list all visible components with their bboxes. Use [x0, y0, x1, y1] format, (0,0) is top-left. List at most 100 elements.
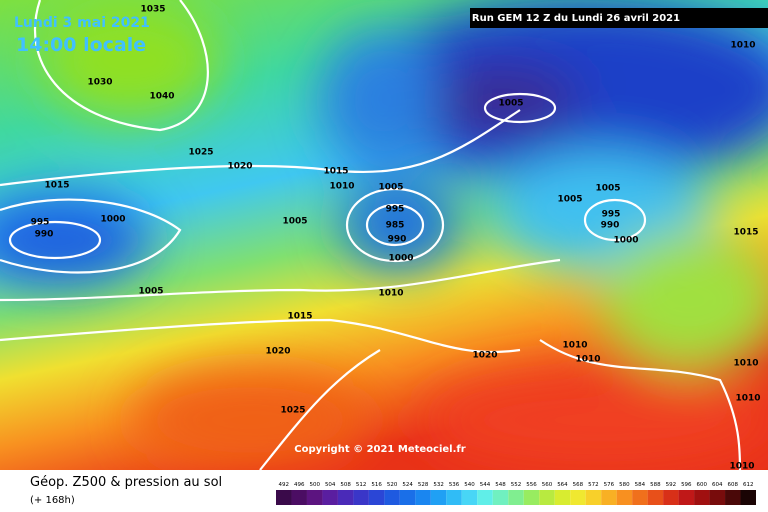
isobar-label: 1010: [729, 462, 754, 472]
colorbar-label: 492: [278, 482, 289, 488]
isobar-label: 1000: [100, 215, 125, 225]
footer-title: Géop. Z500 & pression au sol: [30, 475, 222, 490]
colorbar-swatch: [492, 490, 509, 505]
colorbar-swatch: [477, 490, 493, 505]
colorbar-label: 508: [340, 482, 351, 488]
colorbar-label: 556: [526, 482, 537, 488]
colorbar-swatch: [585, 490, 602, 505]
colorbar-label: 580: [619, 482, 630, 488]
time: 14:00 locale: [16, 34, 146, 56]
colorbar-label: 516: [371, 482, 382, 488]
isobar-label: 1025: [280, 406, 305, 416]
isobar-label: 1010: [730, 41, 755, 51]
colorbar-swatch: [399, 490, 416, 505]
colorbar-label: 584: [635, 482, 646, 488]
colorbar-label: 560: [542, 482, 553, 488]
isobar-label: 1010: [378, 289, 403, 299]
isobar-label: 995: [386, 205, 405, 215]
colorbar-swatch: [616, 490, 633, 505]
isobar-label: 990: [35, 230, 54, 240]
colorbar-swatch: [291, 490, 307, 505]
isobar-label: 1040: [149, 92, 174, 102]
colorbar-swatch: [461, 490, 478, 505]
colorbar-swatch: [430, 490, 447, 505]
colorbar-swatch: [353, 490, 369, 505]
isobar-label: 1035: [140, 5, 165, 15]
footer-lead: (+ 168h): [30, 495, 75, 506]
colorbar-label: 552: [511, 482, 522, 488]
colorbar-swatch: [322, 490, 338, 505]
colorbar-swatch: [523, 490, 540, 505]
isobar-label: 1015: [44, 181, 69, 191]
isobar-label: 1015: [287, 312, 312, 322]
colorbar-label: 592: [666, 482, 677, 488]
isobar-label: 1000: [613, 236, 638, 246]
colorbar-label: 540: [464, 482, 475, 488]
colorbar: 492 496 500 504 508 512 516 520 524 528 532 536 540 5…: [276, 482, 756, 505]
isobar-label: 1010: [329, 182, 354, 192]
colorbar-swatch: [554, 490, 571, 505]
copyright: Copyright © 2021 Meteociel.fr: [294, 444, 465, 455]
isobar-label: 1015: [733, 228, 758, 238]
colorbar-swatch: [647, 490, 664, 505]
colorbar-label: 548: [495, 482, 506, 488]
isobar-label: 995: [31, 218, 50, 228]
isobar-label: 1015: [323, 167, 348, 177]
isobar-label: 1000: [388, 254, 413, 264]
colorbar-label: 564: [557, 482, 568, 488]
run-box: [470, 8, 768, 28]
isobar-label: 985: [386, 221, 405, 231]
colorbar-swatch: [709, 490, 726, 505]
colorbar-swatch: [678, 490, 695, 505]
colorbar-label: 608: [728, 482, 739, 488]
colorbar-label: 568: [573, 482, 584, 488]
isobar-label: 1005: [378, 183, 403, 193]
isobar-label: 1020: [265, 347, 290, 357]
run: Run GEM 12 Z du Lundi 26 avril 2021: [472, 13, 680, 24]
colorbar-swatch: [508, 490, 524, 505]
map-background: [0, 0, 768, 470]
colorbar-label: 504: [325, 482, 336, 488]
isobar-label: 1025: [188, 148, 213, 158]
colorbar-swatch: [276, 490, 292, 505]
isobar-label: 1010: [562, 341, 587, 351]
colorbar-label: 600: [697, 482, 708, 488]
colorbar-swatch: [632, 490, 648, 505]
isobar-label: 1010: [575, 355, 600, 365]
isobar-label: 990: [388, 235, 407, 245]
colorbar-swatch: [601, 490, 617, 505]
isobar-labels: 1035 1030 1040 1025 1020 1015 995 1000 990 1005 10…: [31, 5, 761, 472]
colorbar-label: 604: [712, 482, 723, 488]
colorbar-label: 576: [604, 482, 615, 488]
colorbar-swatch: [368, 490, 385, 505]
isobar-label: 1005: [282, 217, 307, 227]
isobar-label: 1010: [735, 394, 760, 404]
colorbar-label: 544: [480, 482, 491, 488]
colorbar-swatch: [663, 490, 679, 505]
colorbar-label: 524: [402, 482, 413, 488]
date: Lundi 3 mai 2021: [14, 15, 150, 31]
colorbar-swatch: [694, 490, 710, 505]
isobar-label: 1010: [733, 359, 758, 369]
colorbar-label: 532: [433, 482, 444, 488]
colorbar-swatch: [539, 490, 555, 505]
isobar-label: 995: [602, 210, 621, 220]
colorbar-label: 512: [356, 482, 367, 488]
colorbar-swatch: [306, 490, 323, 505]
colorbar-swatch: [384, 490, 400, 505]
colorbar-swatch: [415, 490, 431, 505]
isobar-label: 990: [601, 221, 620, 231]
colorbar-swatch: [446, 490, 462, 505]
isobar-label: 1005: [138, 287, 163, 297]
colorbar-label: 500: [309, 482, 320, 488]
colorbar-swatch: [570, 490, 586, 505]
colorbar-swatch: [337, 490, 354, 505]
colorbar-label: 520: [387, 482, 398, 488]
isobar-label: 1030: [87, 78, 112, 88]
isobar-label: 1005: [498, 99, 523, 109]
isobar-label: 1005: [595, 184, 620, 194]
isobar-label: 1020: [227, 162, 252, 172]
isobar-label: 1020: [472, 351, 497, 361]
colorbar-label: 536: [449, 482, 460, 488]
